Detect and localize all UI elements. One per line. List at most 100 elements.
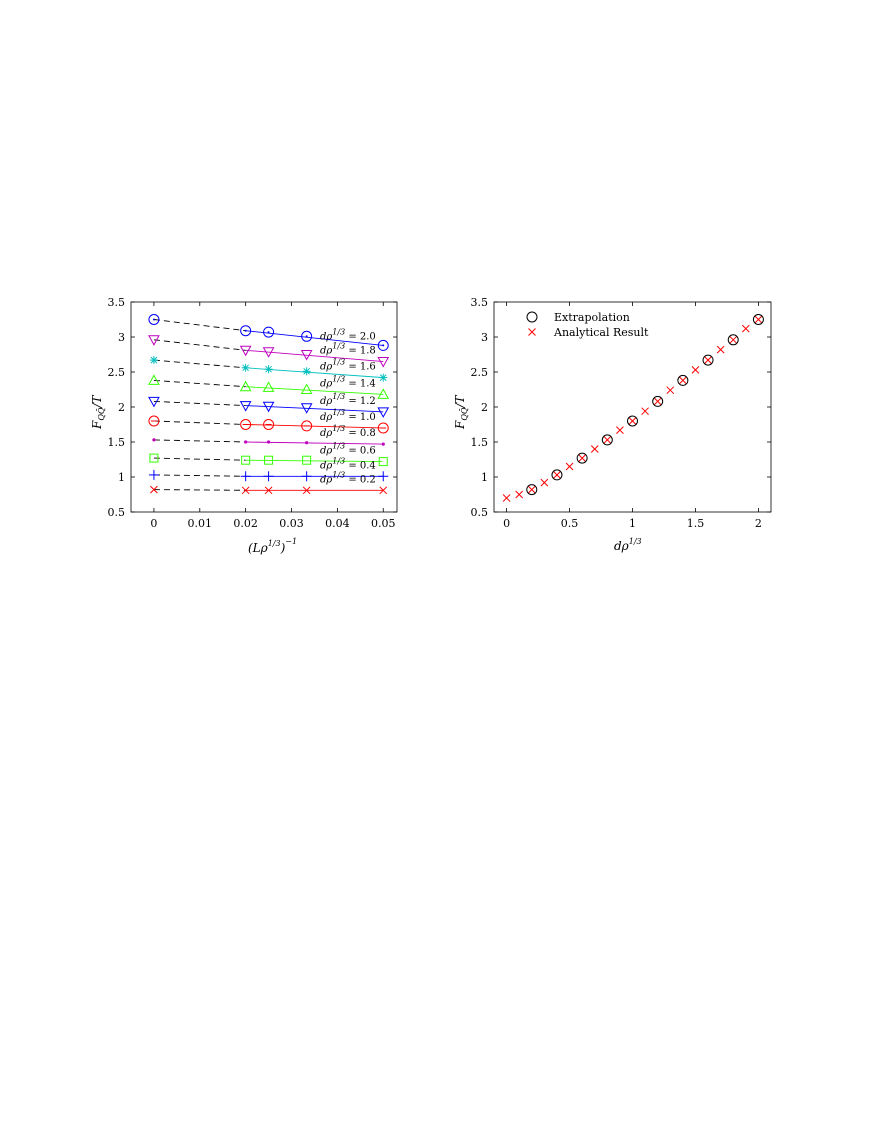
analytical-point <box>540 478 549 487</box>
y-tick-label: 3.5 <box>471 296 489 309</box>
extrapolation-line <box>153 400 246 407</box>
series: dρ1/3 = 0.4 <box>148 456 389 482</box>
y-axis-label: FQQ̄/T <box>453 395 469 430</box>
curve-label-prefix: dρ <box>320 446 332 457</box>
data-point <box>264 486 273 495</box>
fit-line <box>245 459 384 463</box>
curve-label-exp: 1/3 <box>332 342 345 351</box>
y-axis-label-main: F <box>453 420 467 430</box>
curve-label-value: = 0.8 <box>345 428 376 439</box>
extrapolated-point <box>148 415 160 427</box>
analytical-point <box>603 436 612 444</box>
data-point <box>302 367 311 376</box>
analytical-point <box>527 485 536 494</box>
extrapolation-line <box>153 489 246 491</box>
data-point <box>381 442 385 446</box>
data-point <box>262 401 275 413</box>
analytical-point <box>653 397 662 406</box>
legend-label-analytical: Analytical Result <box>553 326 649 339</box>
curve-label-exp: 1/3 <box>332 392 345 401</box>
x-axis-label: dρ1/3 <box>614 537 642 553</box>
data-point <box>377 422 389 434</box>
extrapolation-line <box>153 339 246 351</box>
x-tick-label: 0.04 <box>325 517 350 530</box>
data-point <box>377 357 390 368</box>
curve-label-value: = 1.4 <box>345 378 376 389</box>
left-chart: 0 0.01 0.02 0.03 0.04 0.05 0.5 1 1.5 2 2.5 3 3.5 FQQ̄… <box>90 296 398 555</box>
series-extrapolation <box>526 314 764 496</box>
fit-line <box>245 386 384 395</box>
data-point <box>240 325 252 337</box>
analytical-point <box>704 356 712 364</box>
y-tick-label: 1 <box>118 471 125 484</box>
y-tick-label: 3 <box>118 331 125 344</box>
analytical-point <box>578 454 586 462</box>
y-tick-label: 0.5 <box>471 506 489 519</box>
curve-label-exp: 1/3 <box>332 470 345 479</box>
data-point <box>377 339 389 351</box>
data-point <box>378 457 388 467</box>
extrapolation-line <box>153 439 246 443</box>
y-tick-label: 2.5 <box>471 366 489 379</box>
curve-label-prefix: dρ <box>320 378 332 389</box>
extrapolated-point <box>148 314 160 325</box>
legend-marker-extrapolation <box>526 311 538 323</box>
curve-label-exp: 1/3 <box>332 358 345 367</box>
y-tick-label: 3.5 <box>108 296 126 309</box>
data-point <box>239 380 252 392</box>
curve-label: dρ1/3 = 1.8 <box>320 342 376 357</box>
extrapolation-point <box>677 374 689 386</box>
data-point <box>379 373 388 382</box>
curve-label-prefix: dρ <box>320 428 332 439</box>
data-point <box>264 365 273 374</box>
data-point <box>300 350 313 361</box>
analytical-point <box>729 335 738 344</box>
analytical-point <box>565 462 574 471</box>
data-point <box>262 347 275 358</box>
y-axis-label-sub: QQ̄ <box>460 407 469 421</box>
series: dρ1/3 = 1.2 <box>148 392 390 418</box>
analytical-point <box>754 315 763 324</box>
curve-label-value: = 1.2 <box>345 396 376 407</box>
curve-label: dρ1/3 = 1.0 <box>320 408 376 423</box>
x-tick-label: 0.05 <box>371 517 396 530</box>
extrapolation-point <box>526 484 538 496</box>
curve-label: dρ1/3 = 1.6 <box>320 358 376 373</box>
legend-label-extrapolation: Extrapolation <box>554 311 630 324</box>
curve-label-prefix: dρ <box>320 474 332 485</box>
y-tick-label: 3 <box>481 331 488 344</box>
curve-label: dρ1/3 = 2.0 <box>320 327 376 342</box>
data-point <box>266 440 271 444</box>
x-axis-label-power: −1 <box>285 537 297 546</box>
x-tick-label: 1 <box>629 517 636 530</box>
curve-label: dρ1/3 = 0.6 <box>320 442 376 457</box>
extrapolation-line <box>153 474 246 477</box>
curve-label: dρ1/3 = 1.2 <box>320 392 376 407</box>
fit-line <box>245 330 384 346</box>
curve-label-exp: 1/3 <box>332 456 345 465</box>
x-tick-label: 0.5 <box>561 517 579 530</box>
data-point <box>305 441 309 445</box>
series: dρ1/3 = 1.8 <box>148 335 390 368</box>
curve-label-value: = 1.6 <box>345 362 376 373</box>
fit-line <box>245 424 384 429</box>
y-axis-label-tail: /T <box>90 395 104 409</box>
x-tick-label: 0 <box>150 517 157 530</box>
curve-label-prefix: dρ <box>320 346 332 357</box>
curve-label: dρ1/3 = 1.4 <box>320 374 376 389</box>
series: dρ1/3 = 1.6 <box>149 356 388 382</box>
analytical-point <box>616 426 624 434</box>
curve-label-exp: 1/3 <box>332 442 345 451</box>
x-tick-label: 0 <box>503 517 510 530</box>
x-tick-label: 1.5 <box>687 517 705 530</box>
series: dρ1/3 = 0.8 <box>152 424 385 446</box>
curve-label-prefix: dρ <box>320 331 332 342</box>
x-tick-label: 0.01 <box>188 517 213 530</box>
analytical-point <box>716 345 725 354</box>
analytical-point <box>666 386 675 395</box>
data-point <box>241 486 250 495</box>
curve-label: dρ1/3 = 0.2 <box>320 470 376 485</box>
curve-label-prefix: dρ <box>320 412 332 423</box>
curve-label-exp: 1/3 <box>332 327 345 336</box>
x-axis-label-exp: 1/3 <box>268 539 281 548</box>
